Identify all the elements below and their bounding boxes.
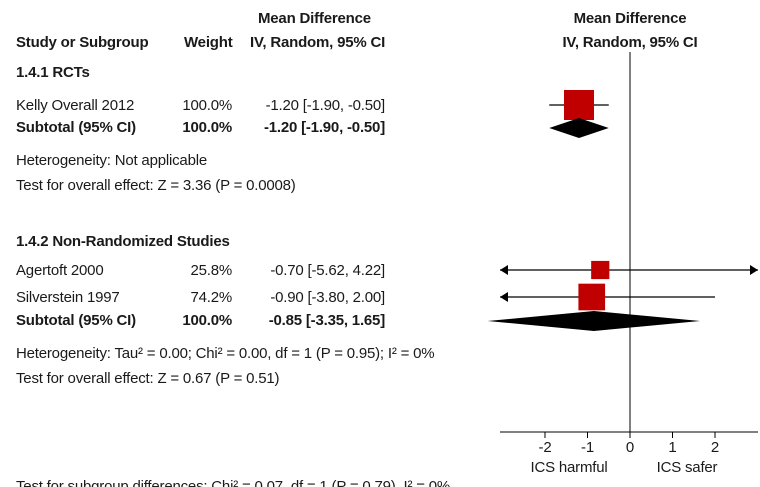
subtotal-label: Subtotal (95% CI): [16, 312, 136, 329]
group-title: 1.4.2 Non-Randomized Studies: [16, 233, 230, 250]
study-square: [591, 260, 610, 280]
x-tick-label: -1: [581, 439, 594, 456]
plot-title: Mean Difference: [573, 10, 687, 27]
favours-left-label: ICS harmful: [531, 459, 608, 476]
subtotal-weight: 100.0%: [182, 119, 232, 136]
x-tick-label: 2: [711, 439, 719, 456]
study-column-header: Study or Subgroup: [16, 34, 149, 51]
md-column-title: Mean Difference: [258, 10, 371, 27]
heterogeneity-text: Heterogeneity: Not applicable: [16, 152, 207, 169]
ci-arrow-left: [500, 292, 508, 302]
study-ci: -1.20 [-1.90, -0.50]: [265, 97, 386, 114]
overall-effect-text: Test for overall effect: Z = 3.36 (P = 0…: [16, 177, 296, 194]
subtotal-weight: 100.0%: [182, 312, 232, 329]
study-name: Silverstein 1997: [16, 289, 120, 306]
x-tick-label: 1: [668, 439, 676, 456]
subtotal-diamond: [549, 118, 609, 138]
heterogeneity-text: Heterogeneity: Tau² = 0.00; Chi² = 0.00,…: [16, 345, 435, 362]
study-square: [564, 90, 594, 120]
study-ci: -0.90 [-3.80, 2.00]: [270, 289, 385, 306]
ci-arrow-right: [750, 265, 758, 275]
subtotal-label: Subtotal (95% CI): [16, 119, 136, 136]
ci-arrow-left: [500, 265, 508, 275]
favours-right-label: ICS safer: [657, 459, 718, 476]
study-weight: 25.8%: [190, 262, 232, 279]
x-tick-label: -2: [539, 439, 552, 456]
overall-effect-text: Test for overall effect: Z = 0.67 (P = 0…: [16, 370, 280, 387]
subgroup-differences-text: Test for subgroup differences: Chi² = 0.…: [16, 478, 451, 487]
study-name: Agertoft 2000: [16, 262, 104, 279]
study-weight: 100.0%: [182, 97, 232, 114]
subtotal-ci: -0.85 [-3.35, 1.65]: [268, 312, 385, 329]
study-ci: -0.70 [-5.62, 4.22]: [270, 262, 385, 279]
study-name: Kelly Overall 2012: [16, 97, 135, 114]
study-square: [578, 283, 606, 311]
group-title: 1.4.1 RCTs: [16, 64, 90, 81]
md-column-method: IV, Random, 95% CI: [250, 34, 386, 51]
subtotal-diamond: [487, 311, 701, 331]
x-tick-label: 0: [626, 439, 634, 456]
subtotal-ci: -1.20 [-1.90, -0.50]: [263, 119, 385, 136]
weight-column-header: Weight: [184, 34, 233, 51]
plot-method: IV, Random, 95% CI: [562, 34, 698, 51]
study-weight: 74.2%: [190, 289, 232, 306]
